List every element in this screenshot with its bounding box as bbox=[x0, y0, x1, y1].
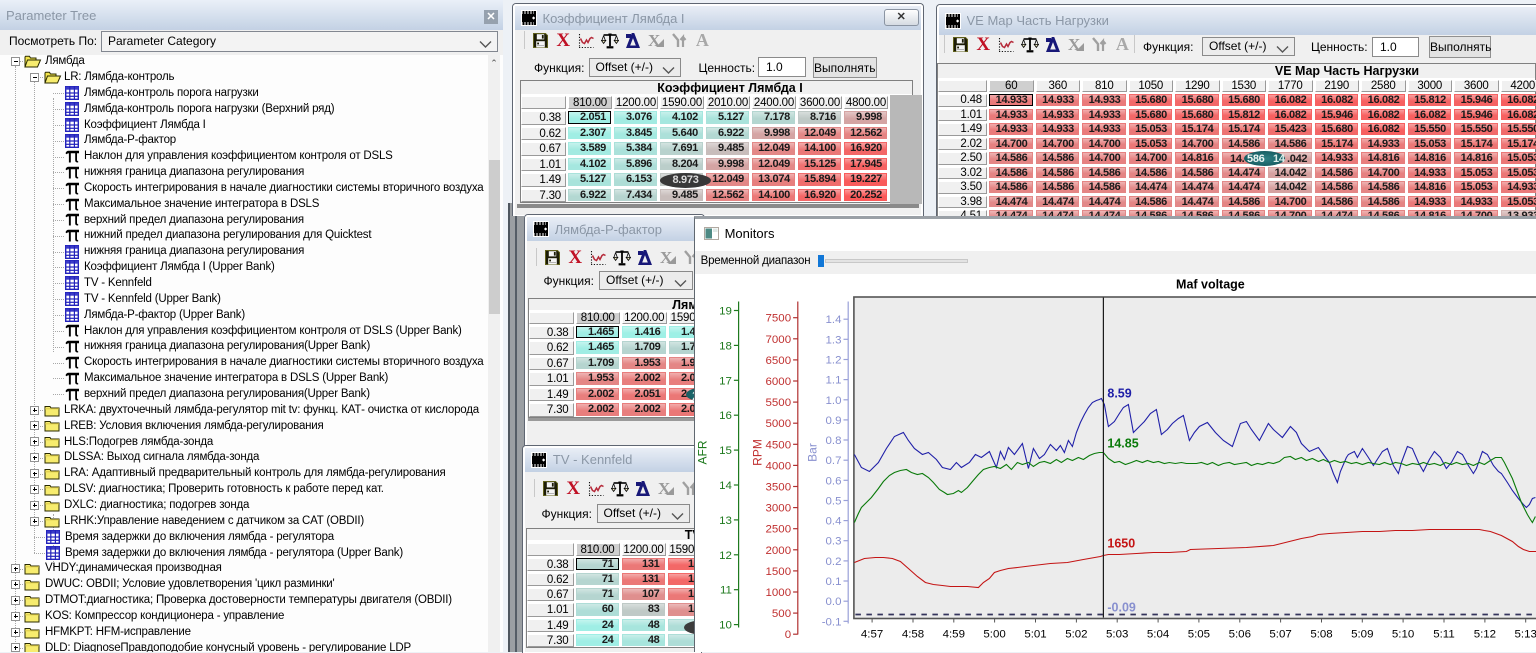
svg-text:0.8: 0.8 bbox=[825, 435, 841, 447]
svg-text:15: 15 bbox=[719, 445, 732, 457]
svg-text:0.4: 0.4 bbox=[825, 515, 842, 527]
svg-text:5:06: 5:06 bbox=[1228, 628, 1250, 640]
svg-text:4500: 4500 bbox=[765, 439, 791, 451]
svg-text:4:58: 4:58 bbox=[901, 628, 923, 640]
svg-text:-0.09: -0.09 bbox=[1107, 600, 1136, 614]
svg-text:5:11: 5:11 bbox=[1433, 628, 1455, 640]
svg-text:0: 0 bbox=[784, 629, 790, 641]
svg-text:RPM: RPM bbox=[750, 439, 764, 466]
svg-text:0.9: 0.9 bbox=[825, 414, 841, 426]
svg-text:5:10: 5:10 bbox=[1392, 628, 1414, 640]
svg-text:6000: 6000 bbox=[765, 376, 791, 388]
svg-text:10: 10 bbox=[719, 619, 732, 631]
svg-text:2000: 2000 bbox=[765, 544, 791, 556]
svg-text:5:05: 5:05 bbox=[1187, 628, 1209, 640]
svg-text:0.7: 0.7 bbox=[825, 455, 841, 467]
svg-text:1.1: 1.1 bbox=[825, 374, 841, 386]
svg-text:5:09: 5:09 bbox=[1351, 628, 1373, 640]
svg-text:14: 14 bbox=[719, 479, 732, 491]
svg-text:5:07: 5:07 bbox=[1269, 628, 1291, 640]
svg-text:5500: 5500 bbox=[765, 397, 791, 409]
svg-text:5:03: 5:03 bbox=[1106, 628, 1128, 640]
svg-text:5:02: 5:02 bbox=[1065, 628, 1087, 640]
svg-text:3500: 3500 bbox=[765, 481, 791, 493]
svg-text:0.5: 0.5 bbox=[825, 495, 841, 507]
svg-text:5:04: 5:04 bbox=[1147, 628, 1170, 640]
svg-text:0.6: 0.6 bbox=[825, 475, 841, 487]
svg-text:6500: 6500 bbox=[765, 354, 791, 366]
svg-text:4000: 4000 bbox=[765, 460, 791, 472]
svg-text:2500: 2500 bbox=[765, 523, 791, 535]
svg-text:5:08: 5:08 bbox=[1310, 628, 1332, 640]
svg-text:1500: 1500 bbox=[765, 565, 791, 577]
svg-text:4:59: 4:59 bbox=[942, 628, 964, 640]
svg-text:0.1: 0.1 bbox=[825, 575, 841, 587]
svg-text:1.3: 1.3 bbox=[825, 334, 841, 346]
svg-text:0.3: 0.3 bbox=[825, 535, 841, 547]
svg-text:14.85: 14.85 bbox=[1107, 436, 1138, 450]
svg-text:-0.1: -0.1 bbox=[821, 616, 841, 628]
svg-text:Time (M:S): Time (M:S) bbox=[1236, 650, 1295, 652]
svg-text:16: 16 bbox=[719, 410, 732, 422]
svg-text:17: 17 bbox=[719, 375, 732, 387]
svg-text:19: 19 bbox=[719, 305, 732, 317]
svg-text:1.2: 1.2 bbox=[825, 354, 841, 366]
svg-text:5000: 5000 bbox=[765, 418, 791, 430]
svg-text:5:12: 5:12 bbox=[1473, 628, 1495, 640]
svg-text:1.0: 1.0 bbox=[825, 394, 841, 406]
svg-text:11: 11 bbox=[720, 584, 732, 596]
svg-text:5:00: 5:00 bbox=[983, 628, 1005, 640]
svg-text:7500: 7500 bbox=[765, 312, 791, 324]
svg-text:13: 13 bbox=[719, 514, 732, 526]
svg-text:1.4: 1.4 bbox=[825, 314, 842, 326]
svg-text:0.0: 0.0 bbox=[825, 596, 841, 608]
svg-text:4:57: 4:57 bbox=[861, 628, 883, 640]
svg-text:18: 18 bbox=[719, 340, 732, 352]
svg-text:7000: 7000 bbox=[765, 333, 791, 345]
svg-text:Bar: Bar bbox=[805, 443, 819, 462]
svg-text:5:01: 5:01 bbox=[1024, 628, 1046, 640]
svg-text:500: 500 bbox=[772, 608, 791, 620]
svg-text:12: 12 bbox=[719, 549, 732, 561]
svg-text:Maf voltage: Maf voltage bbox=[1176, 277, 1245, 291]
svg-text:3000: 3000 bbox=[765, 502, 791, 514]
svg-text:1000: 1000 bbox=[765, 586, 791, 598]
svg-text:5:13: 5:13 bbox=[1514, 628, 1536, 640]
svg-text:8.59: 8.59 bbox=[1107, 386, 1131, 400]
svg-text:0.2: 0.2 bbox=[825, 555, 841, 567]
svg-text:1650: 1650 bbox=[1107, 536, 1135, 550]
svg-text:AFR: AFR bbox=[695, 440, 709, 464]
